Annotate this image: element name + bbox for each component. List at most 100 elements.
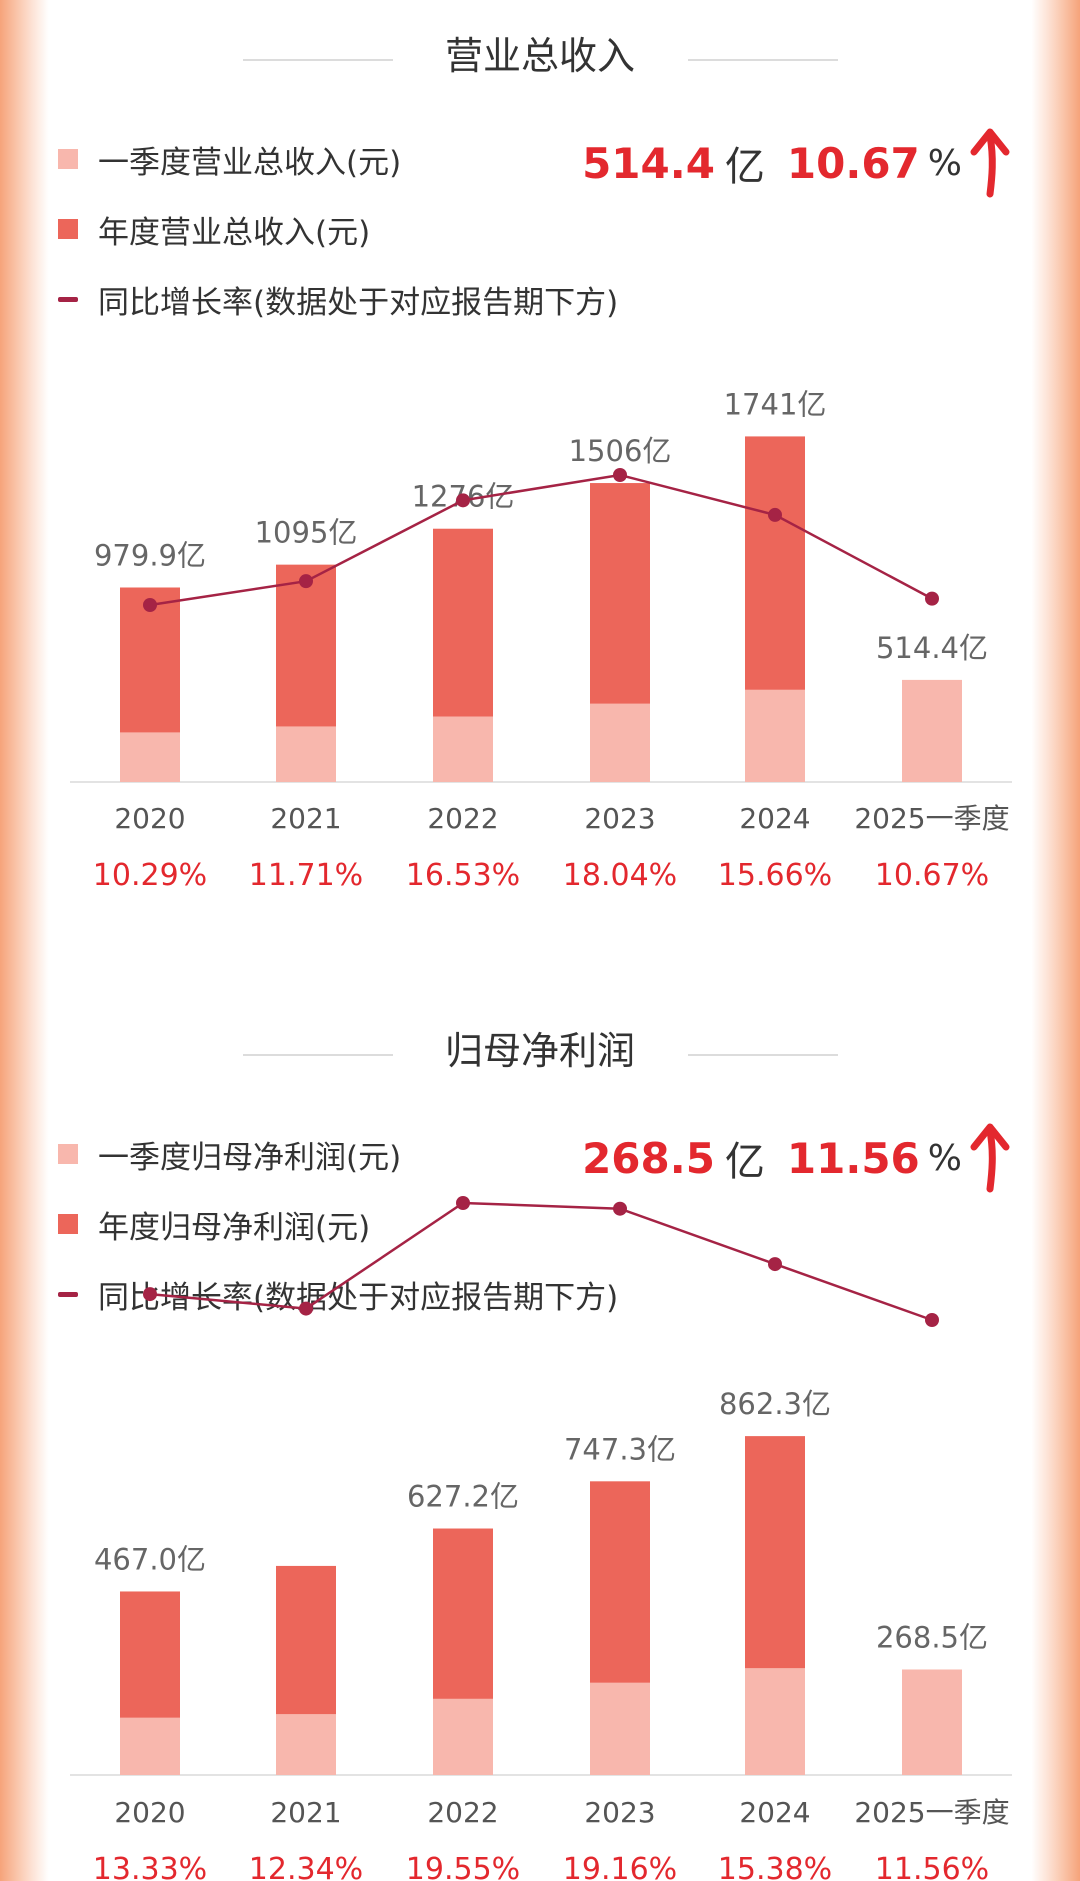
quarter-bar [120, 732, 180, 782]
year-label: 2022 [427, 1796, 498, 1829]
legend-swatch-annual [58, 1214, 78, 1234]
legend-swatch-line [58, 296, 78, 302]
growth-rate-label: 10.67% [875, 858, 989, 893]
growth-rate-label: 12.34% [249, 1852, 363, 1881]
legend-swatch-quarter [58, 1144, 78, 1164]
headline-percent-sign: % [927, 142, 962, 184]
value-label: 268.5亿 [876, 1620, 988, 1654]
growth-point [613, 468, 627, 482]
quarter-bar [590, 1682, 650, 1775]
section-header: 营业总收入 [0, 26, 1080, 86]
legend-growth: 同比增长率(数据处于对应报告期下方) [58, 277, 618, 321]
legend-annual: 年度归母净利润(元) [58, 1202, 370, 1246]
net-profit-chart: 467.0亿 2020 13.33% 2021 12.34% 627.2亿 2022 19.5… [70, 1196, 1012, 1881]
quarter-bar [433, 716, 493, 782]
legend-annual: 年度营业总收入(元) [58, 207, 370, 251]
title-divider-right [688, 59, 838, 61]
growth-rate-label: 15.38% [718, 1852, 832, 1881]
headline-value: 268.5 [582, 1133, 715, 1183]
value-label: 979.9亿 [94, 538, 206, 572]
net-profit-section: 归母净利润 一季度归母净利润(元) 年度归母净利润(元) 同比增长率(数据处于对… [0, 995, 1080, 1881]
legend-swatch-line [58, 1291, 78, 1297]
value-label: 1506亿 [569, 434, 672, 468]
growth-point [456, 1196, 470, 1210]
growth-rate-label: 16.53% [406, 858, 520, 893]
value-label: 467.0亿 [94, 1542, 206, 1576]
title-divider-left [243, 59, 393, 61]
legend-label: 一季度归母净利润(元) [98, 1139, 402, 1176]
quarter-bar [276, 1714, 336, 1775]
legend-quarter: 一季度归母净利润(元) [58, 1132, 401, 1176]
section-title: 归母净利润 [444, 1029, 635, 1073]
up-arrow-icon [970, 128, 1010, 198]
growth-rate-label: 10.29% [93, 858, 207, 893]
quarter-bar [902, 679, 962, 782]
quarter-bar [590, 703, 650, 782]
quarter-bar [433, 1698, 493, 1775]
growth-point [768, 507, 782, 522]
title-divider-left [243, 1054, 393, 1056]
growth-rate-label: 19.16% [563, 1852, 677, 1881]
year-label: 2022 [427, 802, 498, 835]
year-label: 2025一季度 [854, 1796, 1009, 1829]
value-label: 514.4亿 [876, 631, 988, 665]
growth-line [149, 473, 933, 607]
growth-rate-label: 11.71% [249, 858, 363, 893]
legend-swatch-annual [58, 219, 78, 239]
quarter-bar [276, 726, 336, 782]
growth-rate-label: 11.56% [875, 1852, 989, 1881]
growth-point [456, 493, 470, 508]
quarter-bar [120, 1717, 180, 1775]
growth-point [925, 591, 939, 606]
headline-growth: 11.56 [786, 1133, 920, 1183]
growth-rate-label: 19.55% [406, 1852, 520, 1881]
growth-point [925, 1313, 939, 1327]
headline-value: 514.4 [582, 138, 715, 188]
revenue-section: 营业总收入 一季度营业总收入(元) 年度营业总收入(元) 同比增长率(数据处于对… [0, 26, 1080, 893]
growth-point [143, 1287, 157, 1302]
legend-label: 一季度营业总收入(元) [98, 144, 402, 181]
headline-unit: 亿 [724, 144, 765, 190]
headline-growth: 10.67 [786, 138, 920, 188]
legend-label: 同比增长率(数据处于对应报告期下方) [98, 284, 619, 321]
value-label: 862.3亿 [719, 1387, 831, 1421]
growth-line [149, 1201, 933, 1322]
growth-point [299, 574, 313, 589]
year-label: 2020 [114, 1796, 185, 1829]
quarter-bar [745, 1668, 805, 1775]
growth-rate-label: 13.33% [93, 1852, 207, 1881]
section-title: 营业总收入 [444, 34, 635, 78]
legend-label: 年度归母净利润(元) [98, 1209, 371, 1246]
title-divider-right [688, 1054, 838, 1056]
headline-unit: 亿 [724, 1139, 765, 1185]
year-label: 2023 [584, 802, 655, 835]
legend-label: 年度营业总收入(元) [98, 214, 371, 251]
growth-rate-label: 18.04% [563, 858, 677, 893]
revenue-chart: 979.9亿202010.29%1095亿202111.71%1276亿2022… [70, 387, 1012, 893]
year-label: 2024 [739, 1796, 810, 1829]
legend-swatch-quarter [58, 149, 78, 169]
quarter-bar [902, 1669, 962, 1775]
growth-point [299, 1301, 313, 1316]
year-label: 2024 [739, 802, 810, 835]
growth-point [768, 1257, 782, 1272]
value-label: 1741亿 [724, 387, 827, 421]
headline-metric: 268.5 亿 11.56 % [582, 1123, 1012, 1193]
year-label: 2023 [584, 1796, 655, 1829]
year-label: 2020 [114, 802, 185, 835]
headline-percent-sign: % [927, 1137, 962, 1179]
year-label: 2021 [270, 1796, 341, 1829]
growth-rate-label: 15.66% [718, 858, 832, 893]
year-label: 2021 [270, 802, 341, 835]
up-arrow-icon [970, 1123, 1010, 1193]
quarter-bar [745, 689, 805, 782]
growth-point [143, 598, 157, 612]
year-label: 2025一季度 [854, 802, 1009, 835]
value-label: 627.2亿 [407, 1480, 519, 1514]
section-header: 归母净利润 [0, 1021, 1080, 1081]
legend-quarter: 一季度营业总收入(元) [58, 137, 401, 181]
growth-point [613, 1201, 627, 1216]
value-label: 1095亿 [255, 516, 358, 550]
value-label: 747.3亿 [564, 1432, 676, 1466]
headline-metric: 514.4 亿 10.67 % [582, 128, 1012, 198]
